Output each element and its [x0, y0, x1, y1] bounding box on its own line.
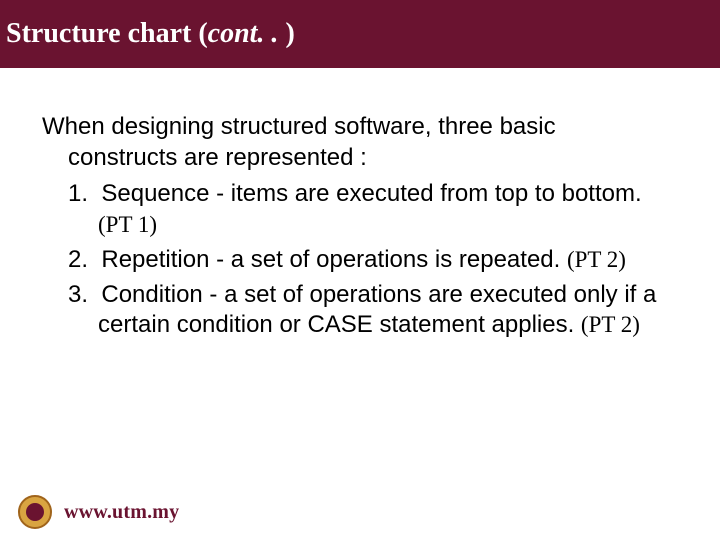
slide-content: When designing structured software, thre… — [0, 68, 720, 341]
item-text: Condition - a set of operations are exec… — [98, 281, 656, 339]
intro-line-1: When designing structured software, thre… — [42, 112, 678, 143]
constructs-list: 1. Sequence - items are executed from to… — [42, 179, 678, 341]
list-item: 3. Condition - a set of operations are e… — [42, 280, 678, 341]
title-cont: cont. . — [208, 18, 286, 49]
item-text: Sequence - items are executed from top t… — [101, 180, 641, 207]
slide-footer: www.utm.my — [0, 484, 720, 540]
list-item: 2. Repetition - a set of operations is r… — [42, 245, 678, 276]
slide-header: Structure chart (cont. . ) — [0, 0, 720, 68]
intro-text: When designing structured software, thre… — [42, 112, 678, 173]
list-item: 1. Sequence - items are executed from to… — [42, 179, 678, 240]
title-paren-close: ) — [285, 18, 294, 49]
item-pt: (PT 2) — [581, 312, 640, 337]
item-text: Repetition - a set of operations is repe… — [101, 246, 567, 273]
item-number: 3. — [68, 281, 88, 308]
item-number: 1. — [68, 180, 88, 207]
utm-logo-icon — [18, 495, 52, 529]
item-number: 2. — [68, 246, 88, 273]
intro-line-2: constructs are represented : — [42, 143, 678, 174]
slide-title: Structure chart (cont. . ) — [6, 18, 295, 50]
item-pt: (PT 1) — [98, 212, 157, 237]
footer-url: www.utm.my — [64, 501, 179, 524]
item-pt: (PT 2) — [567, 247, 626, 272]
title-paren-open: ( — [198, 18, 207, 49]
title-main: Structure chart — [6, 18, 198, 49]
